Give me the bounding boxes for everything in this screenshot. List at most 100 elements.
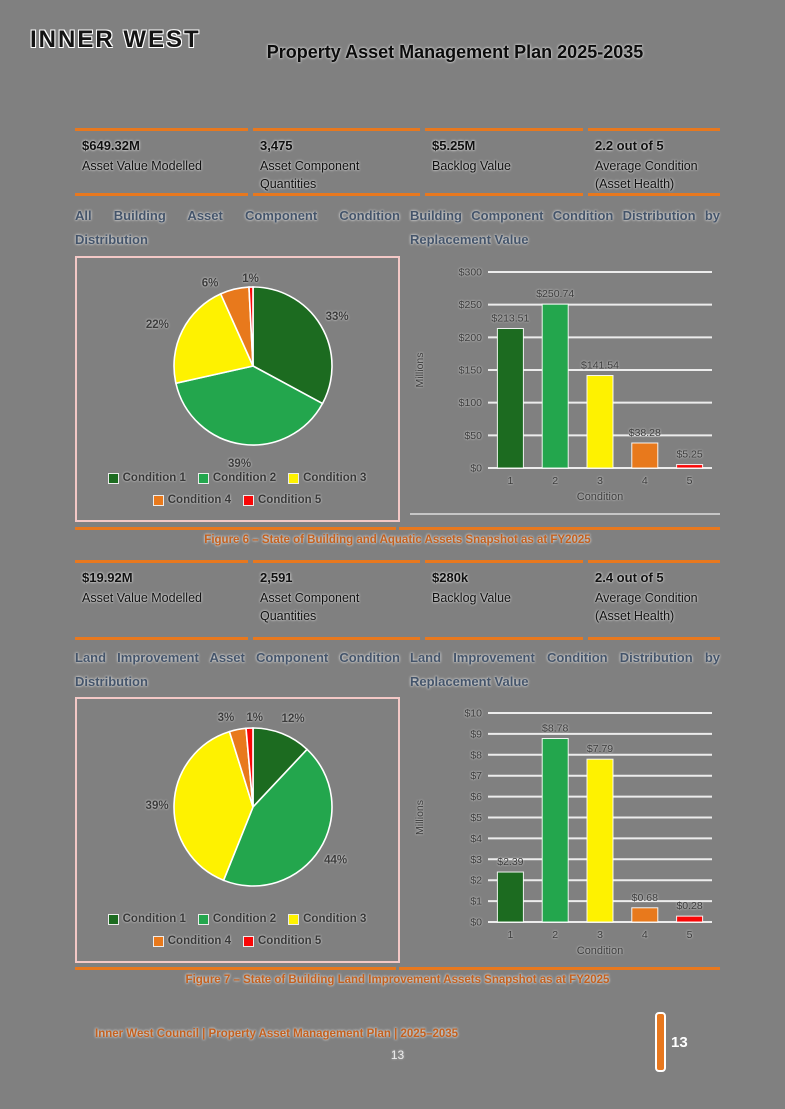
pie-chart-svg: 33% 39% 22% 6% 1% (146, 273, 349, 470)
legend-swatch-icon (198, 914, 208, 924)
y-tick-label: $6 (470, 791, 482, 803)
page-title: Property Asset Management Plan 2025-2035 (266, 42, 644, 62)
x-tick-label: 4 (642, 475, 648, 487)
pie-slice-label: 22% (146, 319, 169, 331)
x-axis-title: Condition (577, 491, 623, 503)
legend-swatch-icon (198, 473, 208, 483)
bar-value-label: $5.25 (676, 449, 702, 461)
bar-value-label: $38.28 (629, 427, 661, 439)
y-tick-label: $9 (470, 728, 482, 740)
stat-value: $649.32M (82, 138, 140, 153)
y-tick-label: $300 (459, 267, 483, 279)
bar (541, 737, 569, 923)
y-tick-label: $200 (459, 332, 483, 344)
pie-slice (248, 286, 254, 367)
pie-slice (252, 727, 309, 810)
y-tick-label: $3 (470, 854, 482, 866)
legend-item: Condition 2 (198, 472, 277, 484)
stat-cell: 2.4 out of 5 Average Condition (Asset He… (588, 560, 720, 640)
pie-chart-land: 12% 44% 39% 3% 1% (77, 699, 398, 916)
legend-item: Condition 4 (153, 935, 231, 947)
pie-slice-label: 3% (218, 712, 235, 724)
pie-legend: Condition 1 Condition 2 Condition 3 Conditi… (77, 908, 398, 952)
stat-cell: $19.92M Asset Value Modelled (75, 560, 248, 640)
stat-cell: $280k Backlog Value (425, 560, 583, 640)
divider (75, 967, 720, 970)
bar-chart-building: $0 $50 $100 $150 $200 $250 $300 Millions $213.51… (410, 256, 720, 513)
stat-cell: $649.32M Asset Value Modelled (75, 128, 248, 196)
legend-item: Condition 5 (244, 494, 321, 506)
bar (631, 907, 659, 923)
bar (631, 442, 659, 469)
legend-swatch-icon (289, 914, 299, 924)
legend-item: Condition 3 (289, 472, 366, 484)
y-tick-label: $7 (470, 770, 482, 782)
bar-value-label: $250.74 (536, 288, 574, 300)
x-tick-label: 3 (597, 475, 603, 487)
x-tick-label: 3 (597, 929, 603, 941)
pie-slice (252, 286, 333, 405)
legend-label: Condition 5 (258, 935, 322, 947)
x-tick-label: 5 (687, 929, 693, 941)
legend-item: Condition 5 (244, 935, 321, 947)
bar-chart-land: $0 $1 $2 $3 $4 $5 $6 $7 $8 $9 $10 Millions $2.39 1 $8.… (410, 697, 720, 967)
legend-row: Condition 1 Condition 2 Condition 3 (77, 908, 398, 930)
legend-row: Condition 4 Condition 5 (77, 930, 398, 952)
charts-row-land: 12% 44% 39% 3% 1% Condition 1 Condition 2 Cond… (75, 697, 720, 969)
chart-titles-row: Land Improvement Asset Component Conditi… (75, 646, 720, 694)
legend-swatch-icon (108, 473, 118, 483)
legend-item: Condition 2 (198, 913, 277, 925)
pie-legend: Condition 1 Condition 2 Condition 3 Conditi… (77, 467, 398, 511)
pie-slice (174, 365, 324, 446)
bar (676, 915, 704, 923)
legend-swatch-icon (244, 936, 253, 946)
y-axis-title: Millions (414, 352, 426, 387)
legend-label: Condition 2 (212, 472, 277, 484)
pie-slice-label: 33% (326, 311, 349, 323)
stat-cell: $5.25M Backlog Value (425, 128, 583, 196)
bar-value-label: $213.51 (491, 313, 529, 325)
x-tick-label: 5 (687, 475, 693, 487)
x-tick-label: 2 (552, 475, 558, 487)
x-tick-label: 1 (507, 929, 513, 941)
x-tick-label: 2 (552, 929, 558, 941)
stats-table-building: $649.32M Asset Value Modelled 3,475 Asse… (75, 128, 720, 196)
bar-value-label: $141.54 (581, 360, 619, 372)
charts-row-building: 33% 39% 22% 6% 1% Condition 1 Condition 2 Cond… (75, 256, 720, 524)
pie-slice (173, 292, 255, 385)
y-tick-label: $8 (470, 749, 482, 761)
stat-cell: 3,475 Asset Component Quantities (253, 128, 420, 196)
stat-cell: 2.2 out of 5 Average Condition (Asset He… (588, 128, 720, 196)
pie-slice-label: 39% (146, 800, 169, 812)
bar-chart-svg: $0 $1 $2 $3 $4 $5 $6 $7 $8 $9 $10 Millions $2.39 1 $8.… (414, 708, 712, 957)
bar-value-label: $0.68 (632, 892, 658, 904)
page-number-right: 13 (671, 1033, 688, 1051)
y-tick-label: $0 (470, 463, 482, 475)
legend-swatch-icon (153, 936, 163, 946)
chart-titles-row: All Building Asset Component Condition D… (75, 204, 720, 252)
stat-label: Asset Component Quantities (260, 159, 360, 191)
y-tick-label: $50 (464, 430, 482, 442)
stat-cell: 2,591 Asset Component Quantities (253, 560, 420, 640)
y-tick-label: $100 (459, 397, 483, 409)
legend-item: Condition 1 (108, 913, 186, 925)
bar-value-label: $7.79 (587, 743, 613, 755)
bar-chart-svg: $0 $50 $100 $150 $200 $250 $300 Millions $213.51… (414, 267, 712, 503)
y-tick-label: $150 (459, 365, 483, 377)
stat-label: Average Condition (Asset Health) (595, 591, 698, 623)
pie-chart-panel: 12% 44% 39% 3% 1% Condition 1 Condition 2 Cond… (75, 697, 400, 963)
stat-value: 2.4 out of 5 (595, 570, 664, 585)
bar-chart-title: Land Improvement Condition Distribution … (410, 650, 720, 689)
x-tick-label: 1 (507, 475, 513, 487)
legend-label: Condition 4 (167, 494, 231, 506)
page-number-badge: 13 (655, 1012, 688, 1072)
pie-chart-svg: 12% 44% 39% 3% 1% (146, 712, 347, 887)
divider (75, 527, 720, 530)
legend-item: Condition 4 (153, 494, 231, 506)
legend-row: Condition 1 Condition 2 Condition 3 (77, 467, 398, 489)
pie-chart-title: All Building Asset Component Condition D… (75, 208, 400, 247)
legend-label: Condition 2 (212, 913, 277, 925)
bar (496, 328, 524, 469)
stat-label: Asset Value Modelled (82, 591, 202, 605)
